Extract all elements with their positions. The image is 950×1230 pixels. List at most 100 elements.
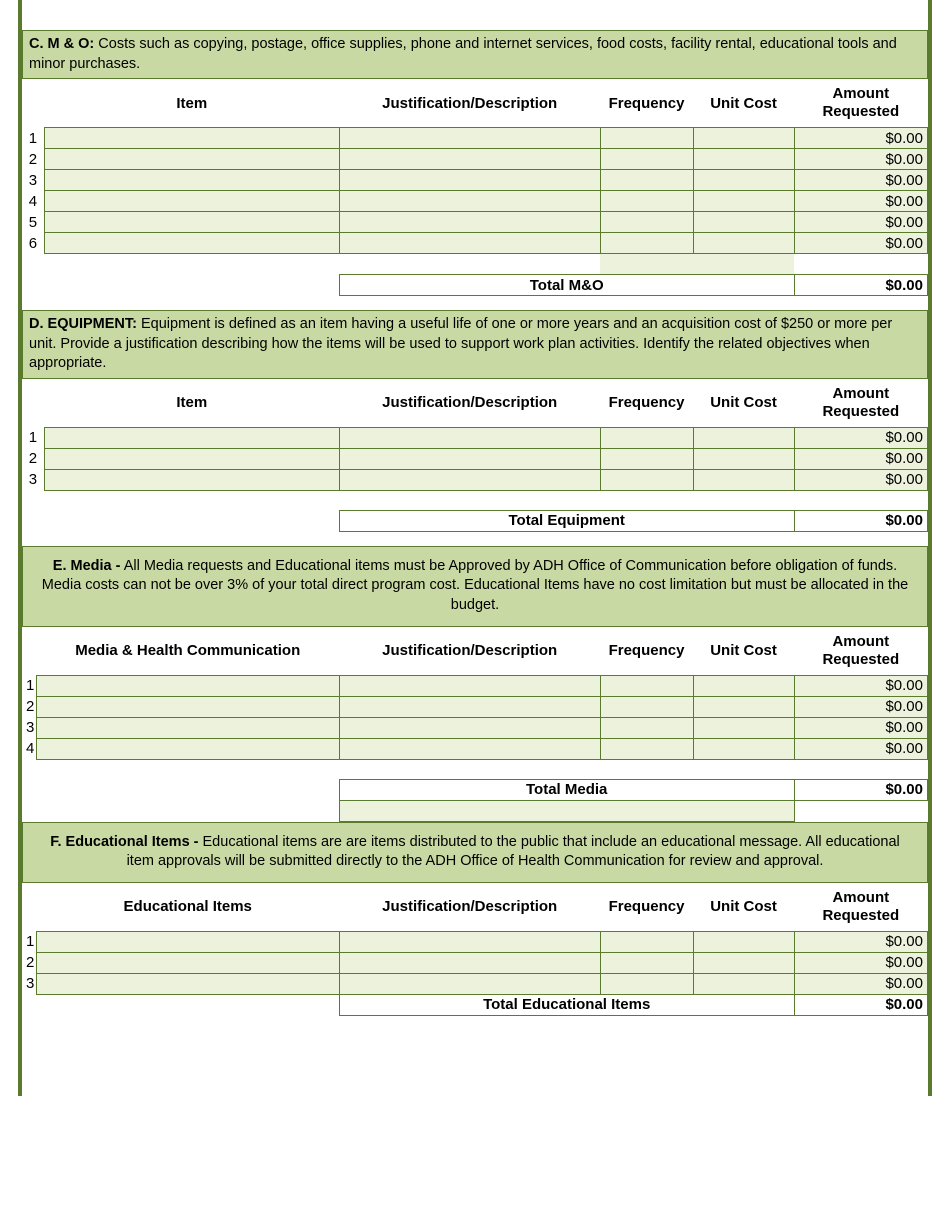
justification-input[interactable] (339, 448, 600, 469)
col-item: Item (44, 379, 339, 428)
amount-cell: $0.00 (794, 448, 927, 469)
justification-input[interactable] (339, 931, 600, 952)
table-row: 1 $0.00 (22, 427, 928, 448)
justification-input[interactable] (339, 675, 600, 696)
col-frequency: Frequency (600, 883, 693, 932)
item-input[interactable] (44, 149, 339, 170)
table-equipment: Item Justification/Description Frequency… (22, 379, 928, 532)
item-input[interactable] (36, 973, 339, 994)
justification-input[interactable] (339, 191, 600, 212)
item-input[interactable] (44, 427, 339, 448)
col-amount: Amount Requested (794, 379, 927, 428)
justification-input[interactable] (339, 170, 600, 191)
amount-cell: $0.00 (794, 212, 927, 233)
frequency-input[interactable] (600, 931, 693, 952)
item-input[interactable] (44, 128, 339, 149)
justification-input[interactable] (339, 952, 600, 973)
item-input[interactable] (36, 738, 339, 759)
frequency-input[interactable] (600, 717, 693, 738)
justification-input[interactable] (339, 233, 600, 254)
table-row: 1 $0.00 (22, 931, 928, 952)
frequency-input[interactable] (600, 170, 693, 191)
unit-cost-input[interactable] (693, 696, 794, 717)
total-row-media: Total Media $0.00 (22, 779, 928, 800)
item-input[interactable] (36, 675, 339, 696)
row-number: 2 (22, 952, 36, 973)
justification-input[interactable] (339, 469, 600, 490)
frequency-input[interactable] (600, 696, 693, 717)
unit-cost-input[interactable] (693, 191, 794, 212)
unit-cost-input[interactable] (693, 469, 794, 490)
justification-input[interactable] (339, 212, 600, 233)
item-input[interactable] (44, 170, 339, 191)
frequency-input[interactable] (600, 952, 693, 973)
col-justification: Justification/Description (339, 627, 600, 676)
unit-cost-input[interactable] (693, 717, 794, 738)
frequency-input[interactable] (600, 191, 693, 212)
unit-cost-input[interactable] (693, 128, 794, 149)
frequency-input[interactable] (600, 128, 693, 149)
section-desc-mo: Costs such as copying, postage, office s… (29, 36, 897, 72)
amount-cell: $0.00 (794, 149, 927, 170)
col-frequency: Frequency (600, 379, 693, 428)
total-row-edu: Total Educational Items $0.00 (22, 994, 928, 1015)
justification-input[interactable] (339, 696, 600, 717)
item-input[interactable] (44, 191, 339, 212)
frequency-input[interactable] (600, 212, 693, 233)
col-justification: Justification/Description (339, 379, 600, 428)
amount-cell: $0.00 (794, 170, 927, 191)
row-number: 2 (22, 149, 44, 170)
unit-cost-input[interactable] (693, 212, 794, 233)
item-input[interactable] (36, 717, 339, 738)
col-justification: Justification/Description (339, 883, 600, 932)
unit-cost-input[interactable] (693, 170, 794, 191)
table-row: 3 $0.00 (22, 717, 928, 738)
row-number: 2 (22, 696, 36, 717)
unit-cost-input[interactable] (693, 931, 794, 952)
justification-input[interactable] (339, 427, 600, 448)
item-input[interactable] (44, 448, 339, 469)
table-row: 4 $0.00 (22, 738, 928, 759)
item-input[interactable] (36, 952, 339, 973)
frequency-input[interactable] (600, 427, 693, 448)
frequency-input[interactable] (600, 448, 693, 469)
table-row: 5 $0.00 (22, 212, 928, 233)
item-input[interactable] (44, 469, 339, 490)
frequency-input[interactable] (600, 973, 693, 994)
unit-cost-input[interactable] (693, 448, 794, 469)
unit-cost-input[interactable] (693, 973, 794, 994)
unit-cost-input[interactable] (693, 675, 794, 696)
frequency-input[interactable] (600, 738, 693, 759)
frequency-input[interactable] (600, 149, 693, 170)
frequency-input[interactable] (600, 233, 693, 254)
item-input[interactable] (36, 931, 339, 952)
col-unit-cost: Unit Cost (693, 379, 794, 428)
justification-input[interactable] (339, 717, 600, 738)
table-row: 3 $0.00 (22, 973, 928, 994)
col-edu-item: Educational Items (36, 883, 339, 932)
unit-cost-input[interactable] (693, 952, 794, 973)
justification-input[interactable] (339, 973, 600, 994)
total-value-mo: $0.00 (794, 275, 927, 296)
amount-cell: $0.00 (794, 427, 927, 448)
amount-cell: $0.00 (794, 931, 927, 952)
item-input[interactable] (36, 696, 339, 717)
row-number: 3 (22, 170, 44, 191)
frequency-input[interactable] (600, 469, 693, 490)
justification-input[interactable] (339, 128, 600, 149)
justification-input[interactable] (339, 738, 600, 759)
item-input[interactable] (44, 233, 339, 254)
row-number: 3 (22, 973, 36, 994)
col-justification: Justification/Description (339, 79, 600, 128)
unit-cost-input[interactable] (693, 427, 794, 448)
section-title-mo: C. M & O: (29, 36, 94, 52)
unit-cost-input[interactable] (693, 738, 794, 759)
section-desc-media: All Media requests and Educational items… (42, 558, 908, 613)
unit-cost-input[interactable] (693, 149, 794, 170)
section-desc-edu: Educational items are are items distribu… (127, 834, 900, 870)
item-input[interactable] (44, 212, 339, 233)
unit-cost-input[interactable] (693, 233, 794, 254)
amount-cell: $0.00 (794, 952, 927, 973)
justification-input[interactable] (339, 149, 600, 170)
frequency-input[interactable] (600, 675, 693, 696)
